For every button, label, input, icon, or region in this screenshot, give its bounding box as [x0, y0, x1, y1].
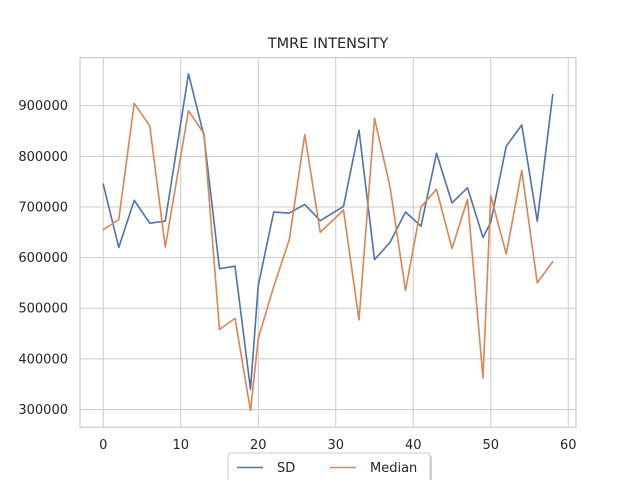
legend: SD Median	[227, 452, 432, 480]
y-tick-label: 300000	[18, 403, 68, 418]
x-tick-label: 30	[327, 438, 344, 453]
y-tick-label: 400000	[18, 352, 68, 367]
legend-box	[227, 452, 431, 480]
legend-label-sd: SD	[277, 461, 295, 476]
plot-background	[80, 57, 576, 428]
axes: 0 10 20 30 40 50 60 300000 400000 500000 600000 700…	[18, 56, 577, 453]
legend-label-median: Median	[370, 461, 417, 476]
grid	[80, 57, 576, 428]
x-tick-label: 20	[250, 438, 267, 453]
chart-title: TMRE INTENSITY	[267, 36, 389, 52]
plot-frame	[79, 56, 577, 428]
x-tick-label: 50	[482, 438, 499, 453]
y-tick-label: 800000	[18, 150, 68, 165]
y-tick-label: 600000	[18, 251, 68, 266]
series-line-sd	[102, 73, 554, 391]
y-tick-label: 700000	[18, 200, 68, 215]
y-tick-label: 500000	[18, 302, 68, 317]
x-tick-label: 60	[560, 438, 577, 453]
x-tick-label: 10	[172, 438, 189, 453]
x-tick-label: 40	[405, 438, 422, 453]
series-line-median	[102, 102, 554, 412]
y-tick-label: 900000	[18, 99, 68, 114]
x-tick-label: 0	[99, 438, 107, 453]
series-lines	[102, 73, 554, 412]
